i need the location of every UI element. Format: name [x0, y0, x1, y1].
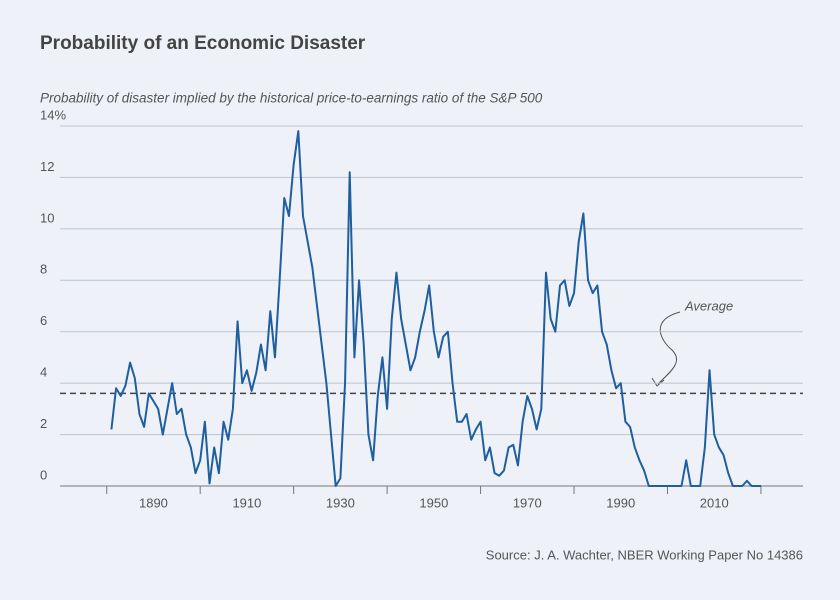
x-tick-label: 2010 — [700, 495, 729, 510]
data-line — [110, 130, 761, 487]
y-tick-label: 12 — [40, 159, 54, 174]
annotation: Average — [684, 298, 733, 313]
x-tick-label: 1910 — [232, 495, 261, 510]
y-tick-label: 2 — [40, 416, 47, 431]
x-tick-label: 1890 — [139, 495, 168, 510]
y-tick-label: 6 — [40, 313, 47, 328]
y-tick-label: 0 — [40, 467, 47, 482]
x-tick-label: 1950 — [419, 495, 448, 510]
chart-title: Probability of an Economic Disaster — [40, 33, 366, 54]
y-tick-label: 4 — [40, 365, 47, 380]
source: Source: J. A. Wachter, NBER Working Pape… — [486, 547, 803, 562]
x-tick-label: 1970 — [513, 495, 542, 510]
x-tick-label: 1930 — [326, 495, 355, 510]
x-tick-label: 1990 — [606, 495, 635, 510]
annotation-arrowhead — [651, 377, 665, 387]
annotation-arrow — [657, 311, 681, 385]
y-tick-label: 8 — [40, 262, 47, 277]
y-tick-label: 14% — [40, 107, 66, 122]
y-tick-label: 10 — [40, 210, 54, 225]
chart-subtitle: Probability of disaster implied by the h… — [40, 91, 543, 106]
